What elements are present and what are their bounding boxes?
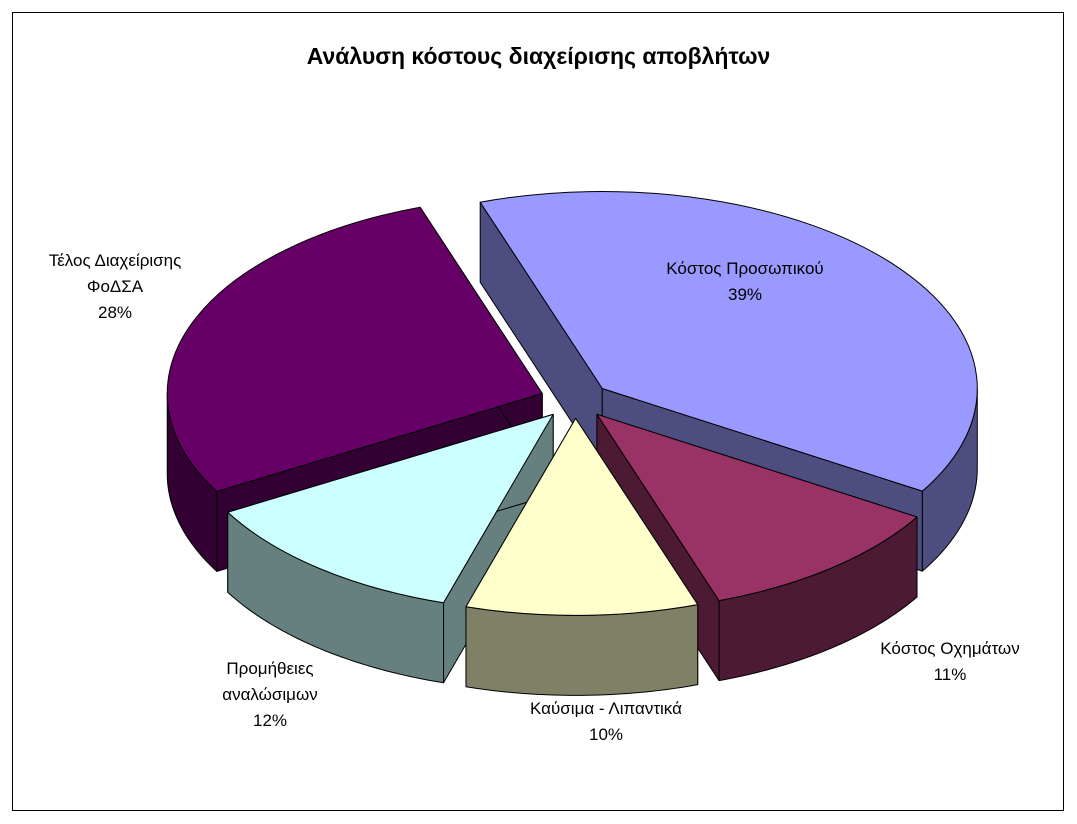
slice bbox=[465, 417, 699, 696]
chart-title: Ανάλυση κόστους διαχείρισης αποβλήτων bbox=[306, 43, 771, 69]
value-label: 10% bbox=[588, 725, 624, 744]
slice-top bbox=[465, 417, 699, 616]
value-label: 11% bbox=[933, 665, 967, 684]
category-label: Κόστος Προσωπικού bbox=[666, 259, 824, 278]
category-label: Τέλος Διαχείρισης ΦοΔΣΑ bbox=[48, 251, 182, 296]
value-label: 28% bbox=[97, 303, 133, 322]
slice-wall bbox=[465, 604, 699, 696]
slice-top bbox=[479, 190, 978, 492]
value-label: 12% bbox=[252, 711, 288, 730]
slice-top bbox=[166, 206, 543, 492]
slice-label: Τέλος Διαχείρισης ΦοΔΣΑ 28% bbox=[30, 248, 200, 326]
category-label: Καύσιμα - Λιπαντικά bbox=[530, 699, 682, 718]
slice-top bbox=[227, 413, 554, 604]
slice-label: Καύσιμα - Λιπαντικά 10% bbox=[521, 696, 691, 748]
slice-label: Προμήθειες αναλώσιμων 12% bbox=[185, 656, 355, 734]
category-label: Προμήθειες αναλώσιμων bbox=[222, 659, 318, 704]
slice-label: Κόστος Προσωπικού 39% bbox=[630, 256, 860, 308]
chart-frame bbox=[12, 12, 1064, 811]
slice-top bbox=[596, 413, 918, 602]
category-label: Κόστος Οχημάτων bbox=[880, 639, 1020, 658]
value-label: 39% bbox=[727, 285, 763, 304]
slice-label: Κόστος Οχημάτων 11% bbox=[865, 636, 1035, 688]
